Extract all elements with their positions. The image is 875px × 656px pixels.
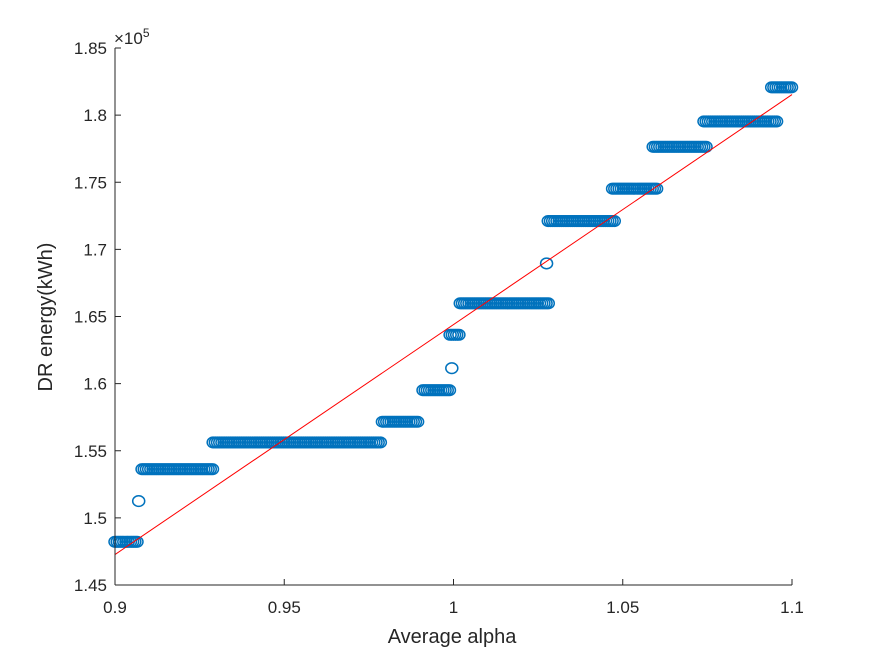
y-exponent-power: 5 xyxy=(143,26,150,40)
x-tick-label: 1.05 xyxy=(606,598,639,617)
data-point xyxy=(205,463,220,476)
x-tick-label: 1 xyxy=(449,598,458,617)
y-tick-label: 1.5 xyxy=(83,509,107,528)
x-tick-label: 0.95 xyxy=(268,598,301,617)
data-point xyxy=(373,436,388,449)
data-point xyxy=(131,495,146,508)
y-tick-label: 1.75 xyxy=(74,173,107,192)
plot-area xyxy=(115,48,792,585)
y-tick-label: 1.55 xyxy=(74,442,107,461)
y-tick-label: 1.6 xyxy=(83,375,107,394)
y-exponent-label: ×105 xyxy=(114,26,150,48)
axes: 0.9 0.95 1 1.05 1.1 1.45 1.5 1.55 1.6 1.65 1.7 1.75… xyxy=(74,39,804,617)
y-exponent-base: ×10 xyxy=(114,29,143,48)
y-tick-label: 1.85 xyxy=(74,39,107,58)
data-point xyxy=(130,535,144,548)
data-point xyxy=(769,115,784,128)
y-tick-label: 1.8 xyxy=(83,106,107,125)
axes-box xyxy=(115,48,792,585)
x-tick-label: 0.9 xyxy=(103,598,127,617)
data-point xyxy=(541,297,556,310)
data-marks xyxy=(108,81,799,548)
data-point xyxy=(539,257,554,270)
x-axis-title: Average alpha xyxy=(388,626,518,648)
data-point xyxy=(442,384,457,397)
axis-labels: Average alpha DR energy(kWh) ×105 xyxy=(35,26,517,648)
y-tick-label: 1.45 xyxy=(74,576,107,595)
x-tick-label: 1.1 xyxy=(780,598,804,617)
y-tick-label: 1.7 xyxy=(83,240,107,259)
fit-line xyxy=(114,94,793,555)
data-point xyxy=(445,362,459,375)
data-point xyxy=(649,182,664,195)
data-point xyxy=(452,328,466,341)
data-point xyxy=(699,140,713,153)
fit-line-group xyxy=(114,94,793,555)
y-axis-title: DR energy(kWh) xyxy=(35,243,57,392)
data-point xyxy=(410,415,425,428)
y-tick-label: 1.65 xyxy=(74,308,107,327)
data-point xyxy=(784,81,799,94)
